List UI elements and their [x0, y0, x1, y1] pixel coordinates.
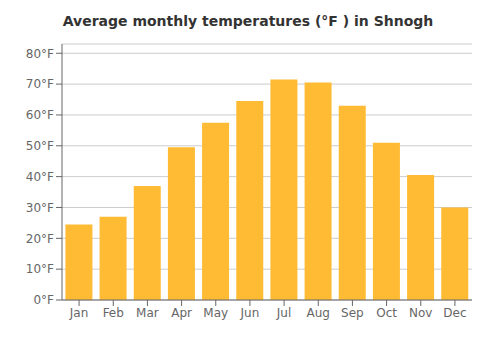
svg-text:0°F: 0°F: [33, 293, 54, 307]
svg-text:May: May: [203, 306, 228, 320]
svg-text:Sep: Sep: [341, 306, 364, 320]
svg-text:Feb: Feb: [103, 306, 124, 320]
svg-text:Mar: Mar: [136, 306, 159, 320]
svg-text:Jul: Jul: [276, 306, 291, 320]
svg-text:Nov: Nov: [409, 306, 432, 320]
svg-text:Oct: Oct: [376, 306, 397, 320]
svg-text:60°F: 60°F: [26, 108, 54, 122]
svg-text:20°F: 20°F: [26, 232, 54, 246]
svg-text:80°F: 80°F: [26, 47, 54, 61]
svg-text:10°F: 10°F: [26, 262, 54, 276]
svg-text:Jun: Jun: [240, 306, 260, 320]
svg-text:40°F: 40°F: [26, 170, 54, 184]
svg-text:30°F: 30°F: [26, 201, 54, 215]
svg-text:70°F: 70°F: [26, 77, 54, 91]
html-text:Average monthly temperatures (: Average monthly temperatures (°F ) in Sh…: [62, 13, 434, 29]
svg-text:Dec: Dec: [443, 306, 466, 320]
svg-text:Jan: Jan: [69, 306, 89, 320]
svg-text:Apr: Apr: [171, 306, 192, 320]
svg-text:Aug: Aug: [307, 306, 330, 320]
svg-text:50°F: 50°F: [26, 139, 54, 153]
